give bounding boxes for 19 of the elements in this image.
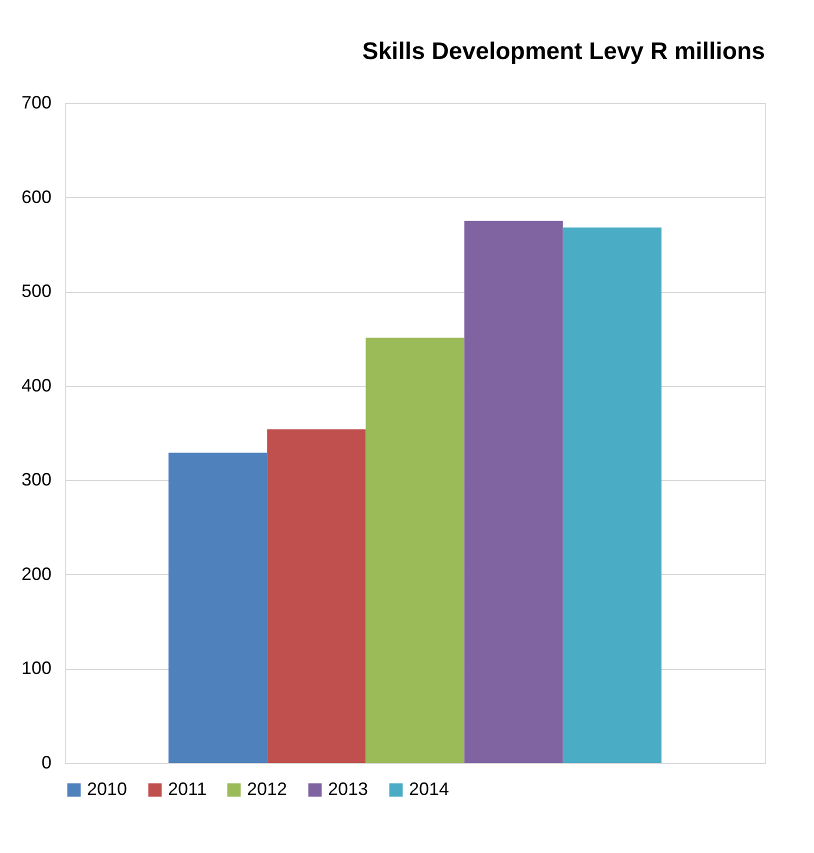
bar [464,220,563,763]
y-tick-label: 300 [21,470,52,490]
legend-label: 2014 [409,779,450,799]
y-tick-label: 100 [21,658,52,678]
y-tick-label: 0 [41,752,52,772]
legend-label: 2010 [87,779,128,799]
y-tick-label: 500 [21,281,52,302]
y-tick-label: 700 [21,92,52,112]
bar [267,429,366,763]
bar [562,227,662,763]
legend-label: 2012 [247,779,288,799]
y-tick-label: 200 [21,564,52,584]
bar [366,338,464,763]
legend-label: 2013 [328,779,368,799]
y-tick-label: 400 [21,375,52,396]
bar [168,452,268,763]
chart-title: Skills Development Levy R millions [362,38,765,65]
legend-label: 2011 [168,779,207,799]
y-tick-label: 600 [21,186,52,207]
